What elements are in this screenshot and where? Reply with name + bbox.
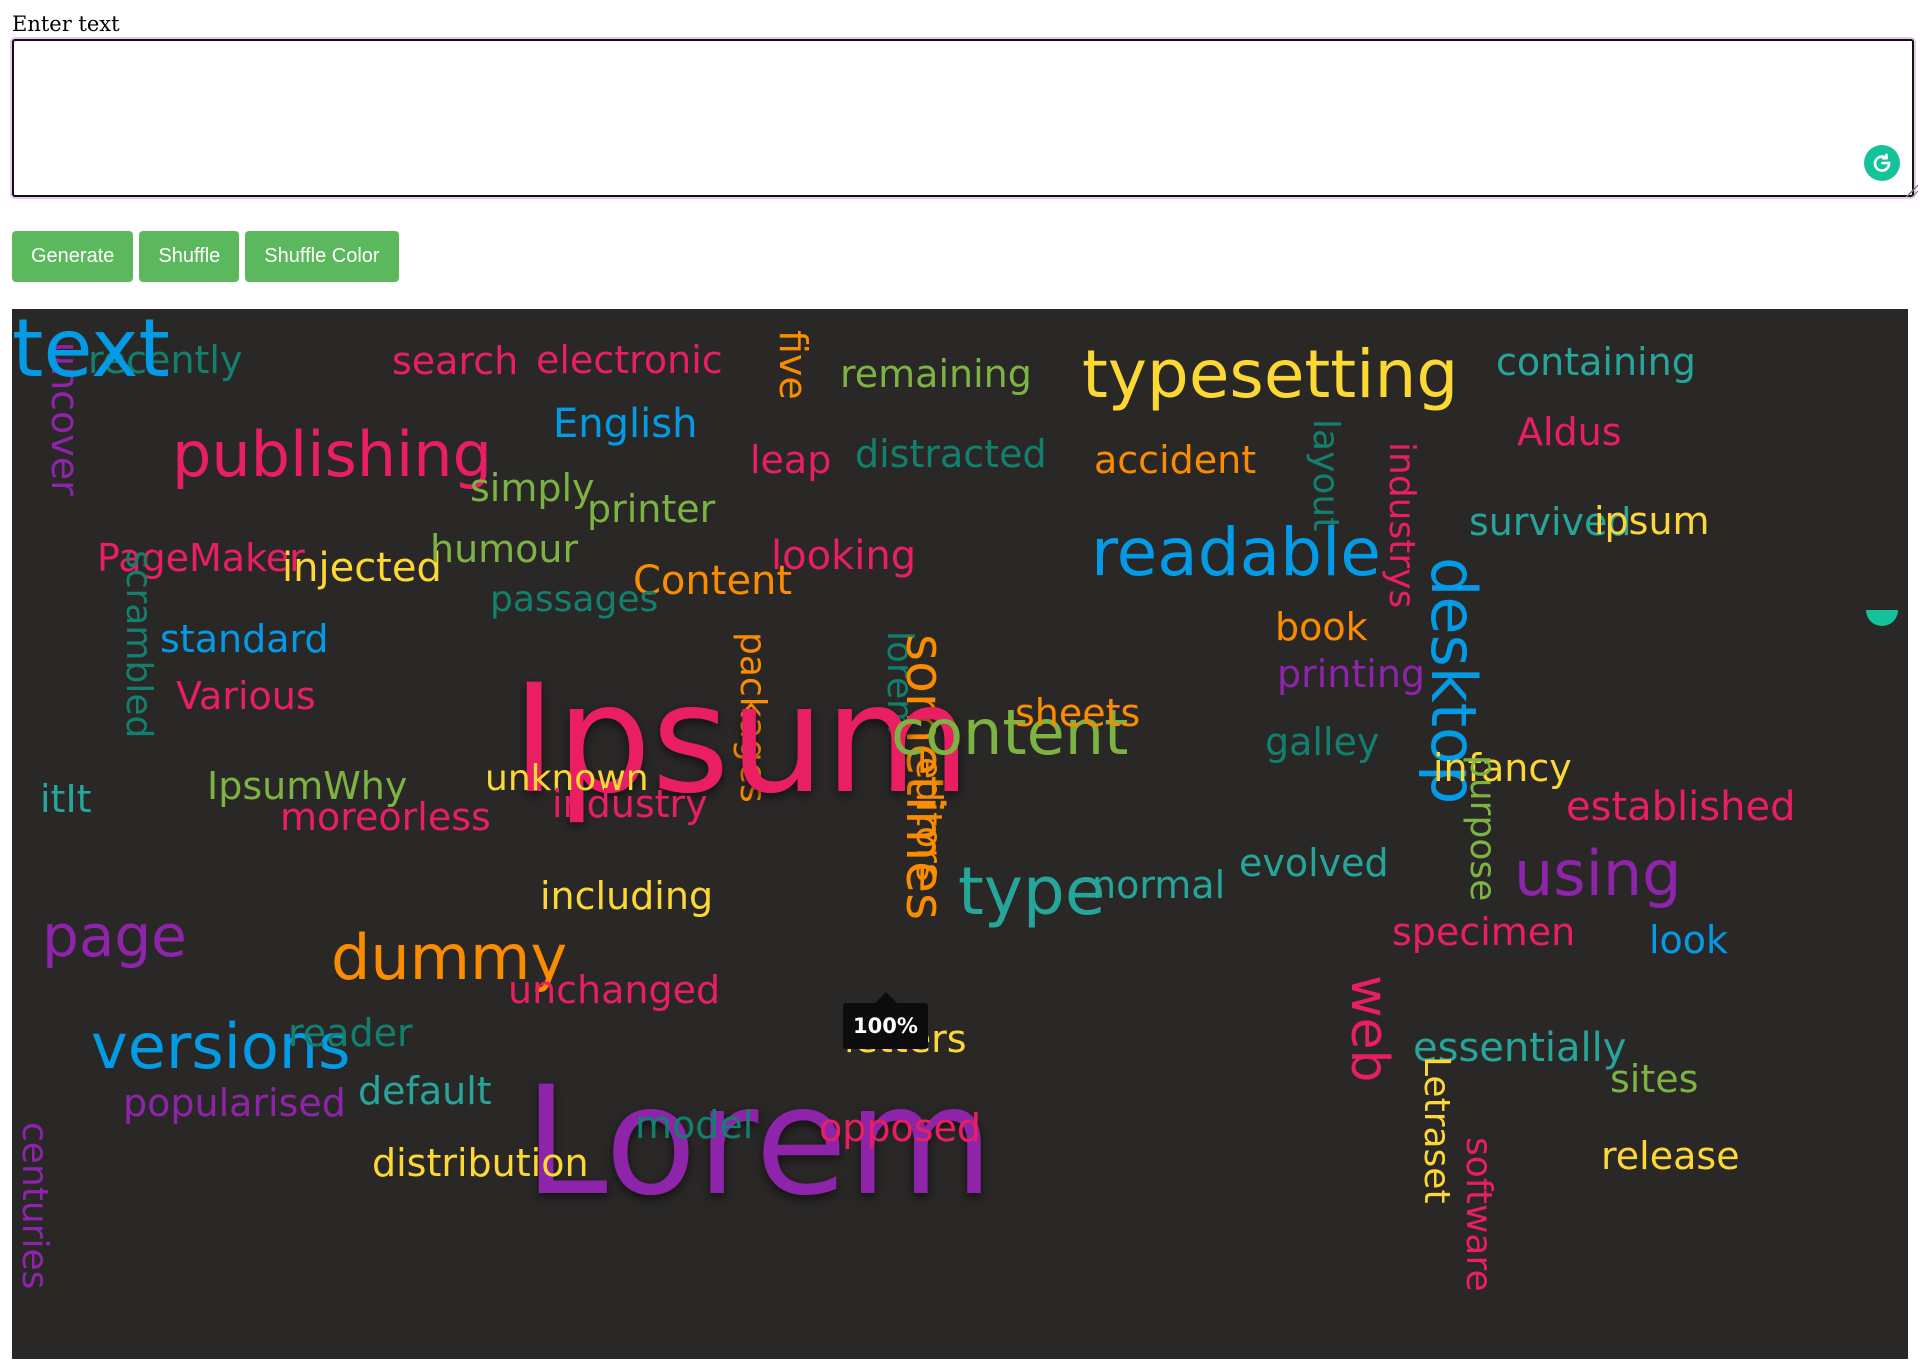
word-cloud-word[interactable]: Ipsum bbox=[512, 653, 971, 827]
shuffle-button[interactable]: Shuffle bbox=[139, 231, 240, 282]
word-cloud-canvas[interactable]: uncover recently search electronic five remai… bbox=[12, 309, 1908, 1359]
action-buttons: Generate Shuffle Shuffle Color bbox=[12, 231, 399, 282]
word-cloud-word[interactable]: Lorem bbox=[524, 1055, 994, 1229]
word-cloud-word[interactable]: specimen bbox=[1392, 910, 1576, 954]
word-cloud-word[interactable]: survived bbox=[1469, 500, 1632, 544]
word-cloud-word[interactable]: readable bbox=[1091, 514, 1381, 591]
text-input-container bbox=[10, 37, 1920, 199]
word-cloud-word[interactable]: containing bbox=[1496, 340, 1696, 384]
word-cloud-word[interactable]: printer bbox=[587, 487, 716, 531]
resize-handle-icon[interactable] bbox=[1904, 183, 1918, 197]
shuffle-color-button[interactable]: Shuffle Color bbox=[245, 231, 399, 282]
word-cloud-word[interactable]: Content bbox=[633, 558, 793, 604]
word-cloud-word[interactable]: established bbox=[1566, 784, 1796, 830]
word-cloud-word[interactable]: text bbox=[12, 309, 170, 395]
word-cloud-word[interactable]: using bbox=[1514, 837, 1682, 910]
word-cloud-word[interactable]: editors bbox=[908, 757, 949, 882]
word-cloud-word[interactable]: humour bbox=[430, 527, 579, 571]
word-cloud-word[interactable]: industry bbox=[552, 782, 708, 826]
word-cloud-word[interactable]: industrys bbox=[1381, 442, 1422, 609]
word-cloud-word[interactable]: versions bbox=[91, 1010, 351, 1083]
word-cloud-word[interactable]: distracted bbox=[855, 432, 1047, 476]
word-cloud-word[interactable]: sites bbox=[1610, 1057, 1699, 1101]
word-cloud-word[interactable]: dummy bbox=[331, 921, 568, 994]
word-cloud-word[interactable]: leap bbox=[750, 438, 832, 482]
word-cloud-word[interactable]: model bbox=[635, 1103, 754, 1147]
word-cloud-word[interactable]: standard bbox=[160, 617, 329, 661]
word-cloud-word[interactable]: electronic bbox=[536, 338, 723, 382]
word-cloud-word[interactable]: five bbox=[771, 330, 815, 400]
word-cloud-word[interactable]: moreorless bbox=[280, 795, 491, 839]
word-cloud-word[interactable]: default bbox=[358, 1069, 492, 1113]
word-cloud-word[interactable]: essentially bbox=[1413, 1025, 1627, 1071]
word-cloud-word[interactable]: purpose bbox=[1462, 755, 1503, 902]
word-cloud-word[interactable]: recently bbox=[88, 338, 243, 382]
word-cloud-word[interactable]: English bbox=[553, 401, 698, 447]
word-cloud-word[interactable]: itIt bbox=[40, 777, 92, 821]
word-cloud-word[interactable]: including bbox=[540, 874, 714, 918]
word-cloud-word[interactable]: evolved bbox=[1239, 841, 1389, 885]
word-cloud-word[interactable]: IpsumWhy bbox=[207, 764, 408, 808]
word-cloud-word[interactable]: opposed bbox=[819, 1106, 982, 1150]
word-cloud-word[interactable]: Aldus bbox=[1517, 410, 1622, 454]
word-cloud-word[interactable]: looking bbox=[771, 533, 917, 579]
grammarly-icon[interactable] bbox=[1864, 145, 1900, 181]
word-cloud-word[interactable]: look bbox=[1649, 918, 1729, 962]
grammarly-side-icon[interactable] bbox=[1866, 610, 1898, 626]
text-input-label: Enter text bbox=[12, 12, 120, 36]
word-cloud-word[interactable]: printing bbox=[1277, 652, 1426, 696]
word-cloud-word[interactable]: galley bbox=[1265, 720, 1380, 764]
word-cloud-word[interactable]: passages bbox=[490, 579, 659, 620]
word-cloud-word[interactable]: PageMaker bbox=[97, 536, 305, 580]
word-cloud-word[interactable]: search bbox=[392, 339, 519, 383]
word-cloud-word[interactable]: sheets bbox=[1015, 691, 1141, 735]
word-cloud-word[interactable]: typesetting bbox=[1082, 336, 1459, 413]
word-cloud-word[interactable]: reader bbox=[288, 1011, 413, 1055]
word-cloud-word[interactable]: book bbox=[1275, 605, 1368, 649]
word-cloud-word[interactable]: unknown bbox=[485, 758, 649, 799]
word-cloud-word[interactable]: popularised bbox=[123, 1081, 346, 1125]
word-cloud-word[interactable]: release bbox=[1601, 1134, 1740, 1178]
zoom-tooltip: 100% bbox=[843, 992, 928, 1049]
word-cloud-word[interactable]: publishing bbox=[172, 418, 492, 491]
word-cloud-word[interactable]: web bbox=[1339, 975, 1399, 1083]
text-input[interactable] bbox=[12, 39, 1914, 197]
word-cloud-word[interactable]: type bbox=[958, 853, 1106, 930]
word-cloud-word[interactable]: normal bbox=[1092, 863, 1226, 907]
word-cloud-word[interactable]: remaining bbox=[840, 352, 1032, 396]
word-cloud-word[interactable]: ipsum bbox=[1594, 499, 1710, 543]
word-cloud-word[interactable]: content bbox=[891, 696, 1129, 769]
word-cloud-word[interactable]: software bbox=[1458, 1137, 1499, 1292]
word-cloud-word[interactable]: unchanged bbox=[508, 968, 721, 1012]
word-cloud-word[interactable]: distribution bbox=[372, 1141, 589, 1185]
word-cloud-word[interactable]: accident bbox=[1094, 438, 1257, 482]
word-cloud-word[interactable]: page bbox=[42, 902, 187, 970]
word-cloud-word[interactable]: infancy bbox=[1433, 746, 1572, 790]
word-cloud-word[interactable]: Letraset bbox=[1416, 1056, 1457, 1204]
word-cloud-word[interactable]: scrambled bbox=[118, 550, 159, 739]
generate-button[interactable]: Generate bbox=[12, 231, 134, 282]
word-cloud-word[interactable]: Various bbox=[176, 674, 316, 718]
word-cloud-word[interactable]: centuries bbox=[14, 1122, 55, 1290]
word-cloud-word[interactable]: simply bbox=[470, 466, 595, 510]
word-cloud-word[interactable]: injected bbox=[282, 545, 442, 591]
